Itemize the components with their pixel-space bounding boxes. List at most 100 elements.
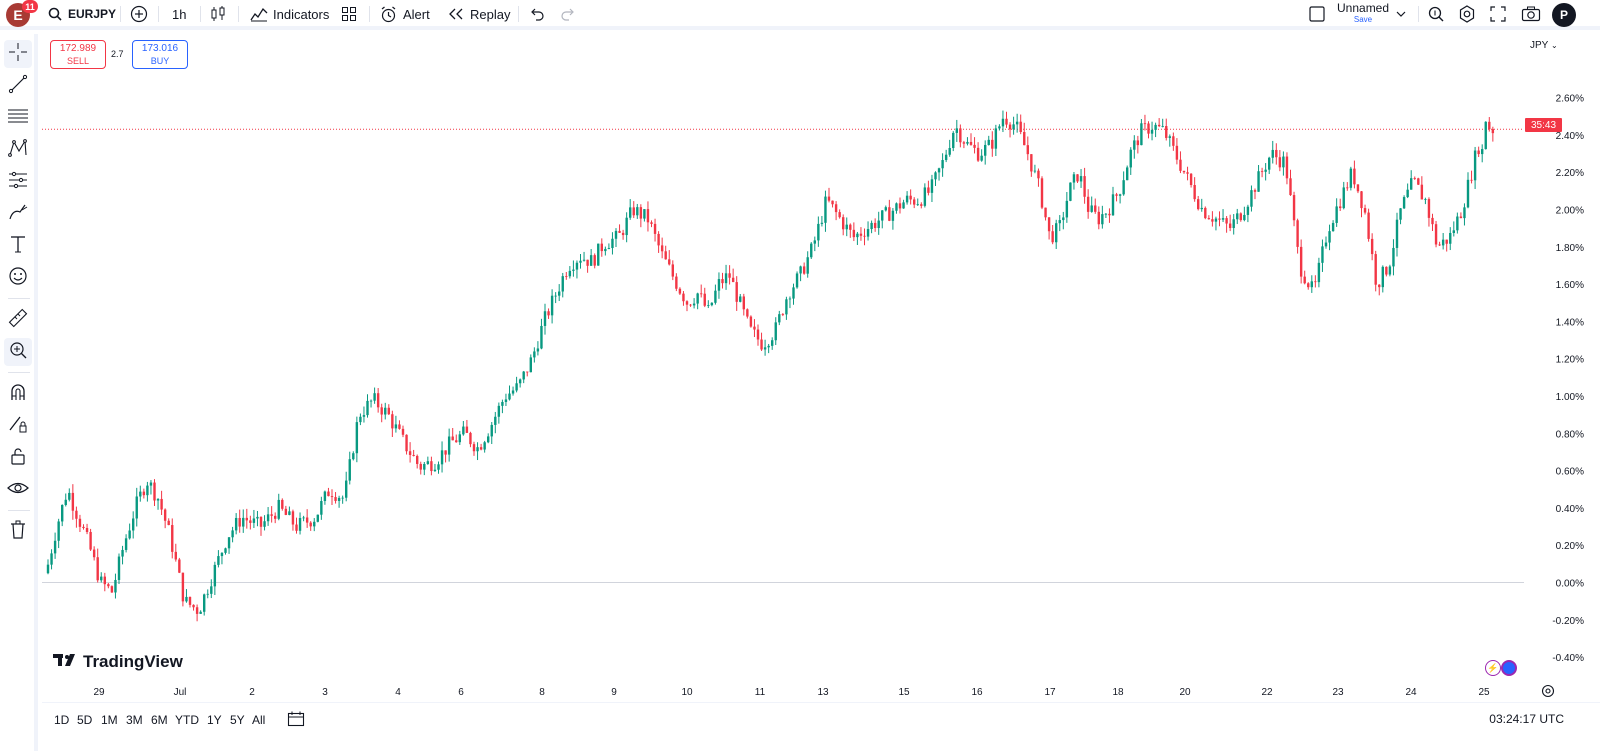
candle bbox=[1292, 191, 1296, 227]
fib-tool[interactable] bbox=[4, 104, 32, 132]
pattern-tool[interactable] bbox=[4, 136, 32, 164]
candle bbox=[1481, 144, 1484, 163]
candle bbox=[1424, 197, 1427, 205]
candle bbox=[639, 204, 643, 228]
candle bbox=[568, 266, 572, 279]
candle bbox=[337, 495, 341, 508]
candle bbox=[249, 515, 252, 530]
range-button-5d[interactable]: 5D bbox=[77, 713, 93, 727]
symbol-search-button[interactable]: EURJPY bbox=[48, 0, 116, 28]
candle bbox=[313, 518, 316, 532]
candle bbox=[668, 250, 671, 266]
candle bbox=[1420, 176, 1424, 200]
profile-avatar[interactable]: P bbox=[1552, 3, 1576, 27]
range-button-1m[interactable]: 1M bbox=[101, 713, 118, 727]
candle bbox=[1207, 215, 1211, 220]
candle bbox=[1388, 264, 1392, 277]
candle bbox=[46, 559, 50, 575]
candle bbox=[824, 190, 827, 232]
candle bbox=[1108, 208, 1111, 223]
scale-settings-button[interactable] bbox=[1541, 684, 1555, 703]
candle bbox=[767, 343, 770, 354]
stay-drawing-tool[interactable] bbox=[4, 412, 32, 440]
candle bbox=[384, 402, 387, 420]
interval-button[interactable]: 1h bbox=[172, 0, 186, 28]
calendar-icon bbox=[287, 711, 305, 730]
candle bbox=[394, 415, 398, 433]
forecast-tool[interactable] bbox=[4, 168, 32, 196]
snapshot-button[interactable] bbox=[1521, 0, 1541, 28]
replay-button[interactable]: Replay bbox=[448, 0, 510, 28]
time-tick-label: 9 bbox=[611, 687, 617, 698]
range-button-ytd[interactable]: YTD bbox=[175, 713, 199, 727]
candle bbox=[817, 216, 820, 247]
candle bbox=[412, 449, 415, 457]
range-button-5y[interactable]: 5Y bbox=[230, 713, 245, 727]
lock-drawings-tool[interactable] bbox=[4, 444, 32, 472]
globe-icon[interactable] bbox=[1501, 660, 1517, 676]
settings-button[interactable] bbox=[1458, 0, 1476, 28]
emoji-tool[interactable] bbox=[4, 264, 32, 292]
undo-button[interactable] bbox=[529, 0, 545, 28]
crosshair-tool[interactable] bbox=[4, 40, 32, 68]
layout-name: Unnamed bbox=[1337, 1, 1390, 15]
layout-menu-button[interactable] bbox=[1396, 0, 1406, 28]
chart-type-button[interactable] bbox=[210, 0, 226, 28]
range-button-6m[interactable]: 6M bbox=[151, 713, 168, 727]
candle bbox=[1470, 170, 1473, 184]
buy-button[interactable]: 173.016 BUY bbox=[132, 40, 188, 69]
clock-timezone-button[interactable]: 03:24:17 UTC bbox=[1489, 712, 1564, 726]
trend-line-tool[interactable] bbox=[4, 72, 32, 100]
quick-search-button[interactable] bbox=[1427, 0, 1445, 28]
range-button-1y[interactable]: 1Y bbox=[207, 713, 222, 727]
indicators-icon bbox=[250, 6, 268, 22]
fullscreen-button[interactable] bbox=[1490, 0, 1506, 28]
candle bbox=[1303, 270, 1306, 285]
candle bbox=[1449, 227, 1452, 251]
trend-line-icon bbox=[8, 74, 28, 99]
remove-drawings-tool[interactable] bbox=[4, 518, 32, 546]
brush-tool[interactable] bbox=[4, 200, 32, 228]
redo-button[interactable] bbox=[560, 0, 576, 28]
currency-selector[interactable]: JPY ⌄ bbox=[1530, 40, 1558, 51]
alert-button[interactable]: Alert bbox=[380, 0, 430, 28]
compare-symbol-button[interactable] bbox=[130, 0, 148, 28]
range-button-all[interactable]: All bbox=[252, 713, 266, 727]
range-button-1d[interactable]: 1D bbox=[54, 713, 70, 727]
layout-checkbox[interactable] bbox=[1308, 0, 1326, 28]
candle bbox=[1310, 275, 1313, 293]
indicators-button[interactable]: Indicators bbox=[250, 0, 329, 28]
candle bbox=[96, 548, 99, 583]
lightning-icon[interactable]: ⚡ bbox=[1485, 660, 1501, 676]
candle bbox=[188, 596, 192, 608]
candle bbox=[554, 292, 557, 304]
candle bbox=[1317, 257, 1321, 288]
goto-date-button[interactable] bbox=[287, 711, 305, 730]
candle bbox=[259, 516, 263, 536]
candle bbox=[533, 347, 536, 363]
candle bbox=[1406, 183, 1409, 199]
candle bbox=[423, 461, 426, 476]
candle bbox=[920, 202, 923, 209]
templates-button[interactable] bbox=[341, 0, 357, 28]
hide-drawings-tool[interactable] bbox=[4, 476, 32, 504]
candle bbox=[881, 210, 884, 229]
measure-tool[interactable] bbox=[4, 306, 32, 334]
time-scale[interactable]: 29 Jul 2 3 4 6 8 9 10 11 13 15 16 17 18 20 22 23 24 25 bbox=[42, 682, 1524, 702]
range-button-3m[interactable]: 3M bbox=[126, 713, 143, 727]
candle bbox=[565, 272, 568, 280]
candle bbox=[1307, 282, 1310, 290]
text-tool[interactable] bbox=[4, 232, 32, 260]
candle bbox=[508, 385, 511, 401]
magnet-tool[interactable] bbox=[4, 380, 32, 408]
sell-button[interactable]: 172.989 SELL bbox=[50, 40, 106, 69]
layout-name-button[interactable]: Unnamed Save bbox=[1337, 0, 1389, 28]
candle bbox=[955, 119, 958, 142]
price-scale[interactable]: 2.60% 2.40% 2.20% 2.00% 1.80% 1.60% 1.40% 1.20%… bbox=[1524, 34, 1600, 682]
candle bbox=[1157, 118, 1161, 128]
price-chart[interactable] bbox=[42, 34, 1524, 682]
candle bbox=[149, 480, 153, 495]
zoom-tool[interactable] bbox=[4, 338, 32, 366]
candle bbox=[1023, 122, 1026, 146]
profile-letter: P bbox=[1559, 8, 1568, 22]
